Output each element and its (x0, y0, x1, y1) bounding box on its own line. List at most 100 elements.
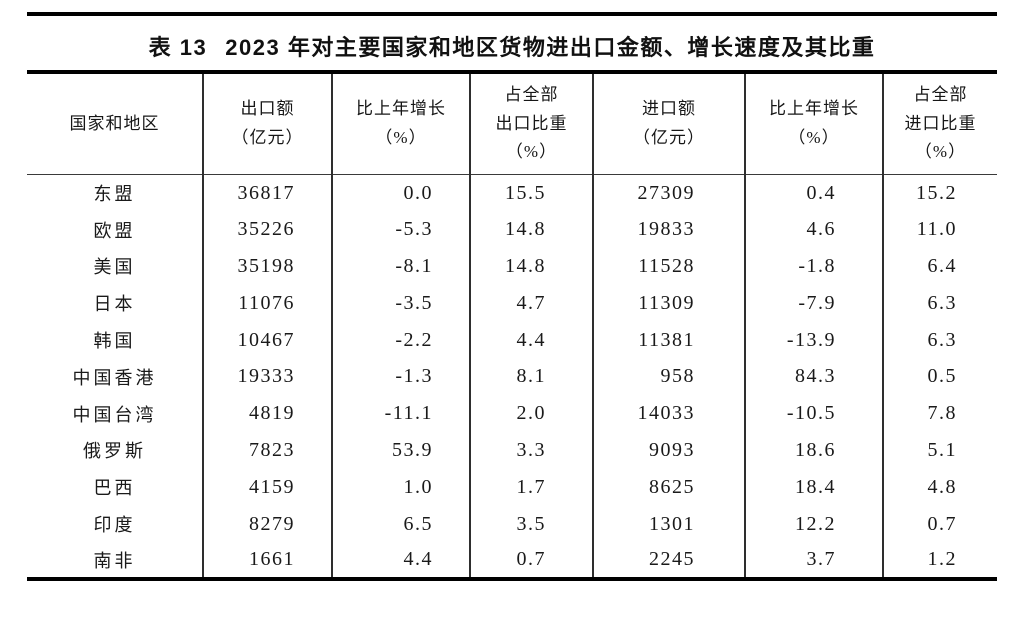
cell-import-share: 11.0 (882, 211, 997, 249)
column-header-region: 国家和地区 (27, 72, 203, 175)
cell-import-share: 6.3 (882, 284, 997, 322)
cell-import-growth: 18.4 (744, 468, 883, 506)
cell-import-growth: -7.9 (744, 284, 883, 322)
cell-region: 东盟 (93, 184, 136, 205)
cell-import-share: 0.7 (882, 505, 997, 543)
cell-import-share: 15.2 (882, 174, 997, 212)
cell-region: 韩国 (93, 331, 136, 352)
cell-import-share: 5.1 (882, 432, 997, 469)
cell-import-value: 1301 (592, 505, 745, 543)
cell-export-share: 4.7 (469, 284, 593, 322)
cell-import-growth: 18.6 (744, 432, 883, 469)
cell-export-value: 35198 (202, 248, 332, 285)
cell-import-share: 6.3 (882, 321, 997, 359)
cell-region: 南非 (93, 550, 136, 571)
cell-export-share: 1.7 (469, 468, 593, 506)
cell-region: 印度 (93, 515, 136, 536)
table-body: 东盟 36817 0.0 15.5 27309 0.4 15.2 欧盟 35226 -5.3 14.… (27, 174, 997, 580)
table-row: 印度 8279 6.5 3.5 1301 12.2 0.7 (27, 505, 997, 543)
cell-region: 美国 (93, 257, 136, 278)
table-row: 南非 1661 4.4 0.7 2245 3.7 1.2 (27, 542, 997, 580)
cell-export-share: 0.7 (469, 542, 593, 580)
table-row: 韩国 10467 -2.2 4.4 11381 -13.9 6.3 (27, 321, 997, 359)
cell-export-share: 4.4 (469, 321, 593, 359)
cell-import-growth: 12.2 (744, 505, 883, 543)
cell-import-value: 9093 (592, 432, 745, 469)
cell-export-value: 19333 (202, 358, 332, 396)
cell-import-value: 2245 (592, 542, 745, 580)
column-header-export-share: 占全部 出口比重 （%） (469, 72, 593, 175)
cell-import-growth: 0.4 (744, 174, 883, 212)
cell-export-share: 2.0 (469, 395, 593, 433)
cell-import-share: 1.2 (882, 542, 997, 580)
table-number-label: 表 13 (148, 35, 208, 60)
cell-export-growth: -1.3 (331, 358, 470, 396)
cell-export-share: 8.1 (469, 358, 593, 396)
cell-import-growth: 4.6 (744, 211, 883, 249)
cell-export-growth: -2.2 (331, 321, 470, 359)
cell-import-value: 27309 (592, 174, 745, 212)
cell-import-share: 6.4 (882, 248, 997, 285)
table-row: 日本 11076 -3.5 4.7 11309 -7.9 6.3 (27, 284, 997, 322)
table-row: 东盟 36817 0.0 15.5 27309 0.4 15.2 (27, 174, 997, 212)
cell-import-share: 0.5 (882, 358, 997, 396)
column-header-export-value: 出口额 （亿元） (202, 72, 332, 175)
cell-import-value: 11528 (592, 248, 745, 285)
cell-export-value: 7823 (202, 432, 332, 469)
column-header-import-value: 进口额 （亿元） (592, 72, 745, 175)
cell-export-share: 14.8 (469, 248, 593, 285)
cell-import-growth: 3.7 (744, 542, 883, 580)
cell-export-growth: 0.0 (331, 174, 470, 212)
cell-import-growth: -13.9 (744, 321, 883, 359)
table-row: 中国台湾 4819 -11.1 2.0 14033 -10.5 7.8 (27, 395, 997, 433)
cell-region: 中国香港 (72, 367, 157, 388)
cell-export-growth: -3.5 (331, 284, 470, 322)
cell-region: 中国台湾 (72, 404, 157, 425)
cell-export-share: 15.5 (469, 174, 593, 212)
cell-export-value: 11076 (202, 284, 332, 322)
cell-export-value: 1661 (202, 542, 332, 580)
cell-export-share: 14.8 (469, 211, 593, 249)
column-header-export-growth: 比上年增长 （%） (331, 72, 470, 175)
column-header-import-share: 占全部 进口比重 （%） (882, 72, 997, 175)
cell-export-growth: -8.1 (331, 248, 470, 285)
cell-import-value: 19833 (592, 211, 745, 249)
cell-region: 巴西 (93, 478, 136, 499)
trade-table-wrapper: 国家和地区 出口额 （亿元） 比上年增长 （%） 占全部 出口比重 （%） 进口… (27, 70, 997, 582)
cell-export-value: 8279 (202, 505, 332, 543)
cell-export-value: 36817 (202, 174, 332, 212)
cell-export-growth: 6.5 (331, 505, 470, 543)
trade-table: 国家和地区 出口额 （亿元） 比上年增长 （%） 占全部 出口比重 （%） 进口… (27, 70, 997, 582)
cell-import-value: 958 (592, 358, 745, 396)
table-title: 表 13 2023 年对主要国家和地区货物进出口金额、增长速度及其比重 (27, 30, 997, 62)
cell-export-value: 4819 (202, 395, 332, 433)
cell-import-share: 4.8 (882, 468, 997, 506)
cell-export-share: 3.5 (469, 505, 593, 543)
cell-export-growth: -11.1 (331, 395, 470, 433)
cell-import-value: 11381 (592, 321, 745, 359)
cell-export-growth: 4.4 (331, 542, 470, 580)
cell-import-value: 8625 (592, 468, 745, 506)
table-row: 俄罗斯 7823 53.9 3.3 9093 18.6 5.1 (27, 432, 997, 469)
table-row: 欧盟 35226 -5.3 14.8 19833 4.6 11.0 (27, 211, 997, 249)
cell-import-growth: -10.5 (744, 395, 883, 433)
table-title-text: 2023 年对主要国家和地区货物进出口金额、增长速度及其比重 (225, 35, 876, 60)
cell-export-share: 3.3 (469, 432, 593, 469)
cell-import-growth: 84.3 (744, 358, 883, 396)
cell-import-share: 7.8 (882, 395, 997, 433)
cell-export-value: 10467 (202, 321, 332, 359)
table-row: 巴西 4159 1.0 1.7 8625 18.4 4.8 (27, 468, 997, 506)
cell-export-growth: 53.9 (331, 432, 470, 469)
cell-export-value: 4159 (202, 468, 332, 506)
cell-import-value: 11309 (592, 284, 745, 322)
cell-region: 日本 (93, 294, 136, 315)
cell-export-growth: 1.0 (331, 468, 470, 506)
cell-import-growth: -1.8 (744, 248, 883, 285)
cell-export-value: 35226 (202, 211, 332, 249)
table-header: 国家和地区 出口额 （亿元） 比上年增长 （%） 占全部 出口比重 （%） 进口… (27, 72, 997, 175)
cell-region: 俄罗斯 (83, 441, 146, 462)
cell-export-growth: -5.3 (331, 211, 470, 249)
cell-import-value: 14033 (592, 395, 745, 433)
table-row: 中国香港 19333 -1.3 8.1 958 84.3 0.5 (27, 358, 997, 396)
table-row: 美国 35198 -8.1 14.8 11528 -1.8 6.4 (27, 248, 997, 285)
